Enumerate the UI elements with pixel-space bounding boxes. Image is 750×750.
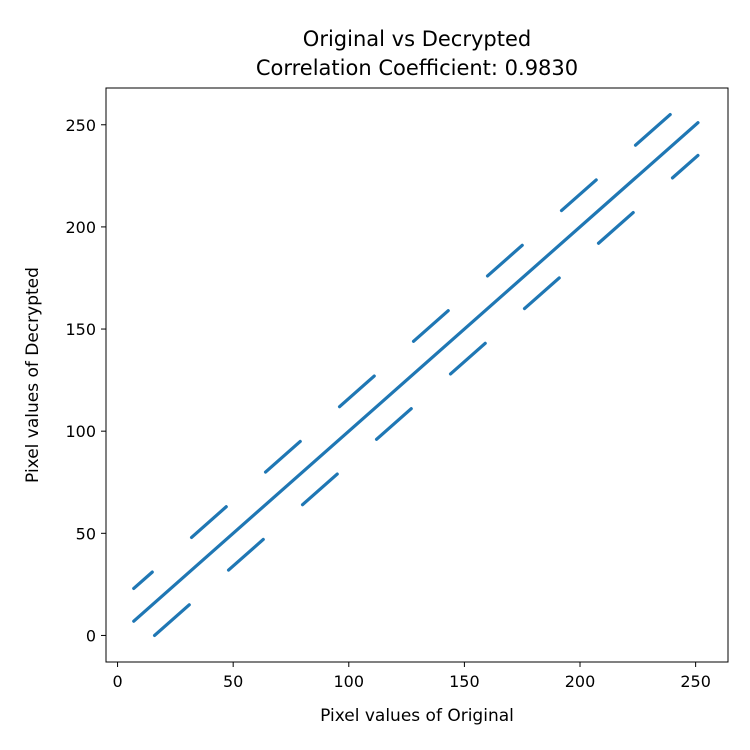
- plot-area: [132, 112, 700, 638]
- lower-offset-segment: [300, 472, 339, 507]
- y-tick-label: 150: [65, 320, 96, 339]
- upper-offset-segment: [337, 374, 376, 409]
- lower-offset-segment: [374, 407, 413, 441]
- y-tick-label: 100: [65, 422, 96, 441]
- diagonal-segment: [132, 121, 700, 623]
- x-tick-label: 250: [680, 672, 711, 691]
- plot-frame: [105, 87, 729, 663]
- x-tick-label: 150: [449, 672, 480, 691]
- upper-offset-segment: [132, 570, 154, 591]
- chart-subtitle: Correlation Coefficient: 0.9830: [256, 56, 578, 80]
- x-axis-label: Pixel values of Original: [320, 706, 514, 726]
- lower-offset-segment: [152, 603, 191, 638]
- chart-title: Original vs Decrypted: [303, 27, 531, 51]
- upper-offset-segment: [263, 439, 302, 474]
- lower-offset-segment: [448, 341, 487, 376]
- upper-offset-segment: [411, 309, 450, 343]
- y-tick-label: 0: [86, 626, 96, 645]
- x-tick-label: 100: [334, 672, 365, 691]
- upper-offset-segment: [189, 505, 228, 539]
- lower-offset-segment: [596, 211, 635, 245]
- lower-offset-segment: [670, 153, 700, 180]
- lower-offset-segment: [522, 276, 561, 311]
- x-tick-label: 200: [565, 672, 596, 691]
- x-tick-label: 0: [112, 672, 122, 691]
- x-axis: 0 50 100 150 200 250: [112, 662, 711, 691]
- x-tick-label: 50: [223, 672, 243, 691]
- upper-offset-segment: [633, 112, 672, 147]
- lower-offset-segment: [226, 537, 265, 572]
- y-tick-label: 200: [65, 218, 96, 237]
- upper-offset-segment: [559, 178, 598, 213]
- upper-offset-segment: [485, 243, 524, 278]
- y-axis: 0 50 100 150 200 250: [65, 116, 106, 645]
- y-axis-label: Pixel values of Decrypted: [23, 267, 43, 483]
- y-tick-label: 50: [76, 524, 96, 543]
- y-tick-label: 250: [65, 116, 96, 135]
